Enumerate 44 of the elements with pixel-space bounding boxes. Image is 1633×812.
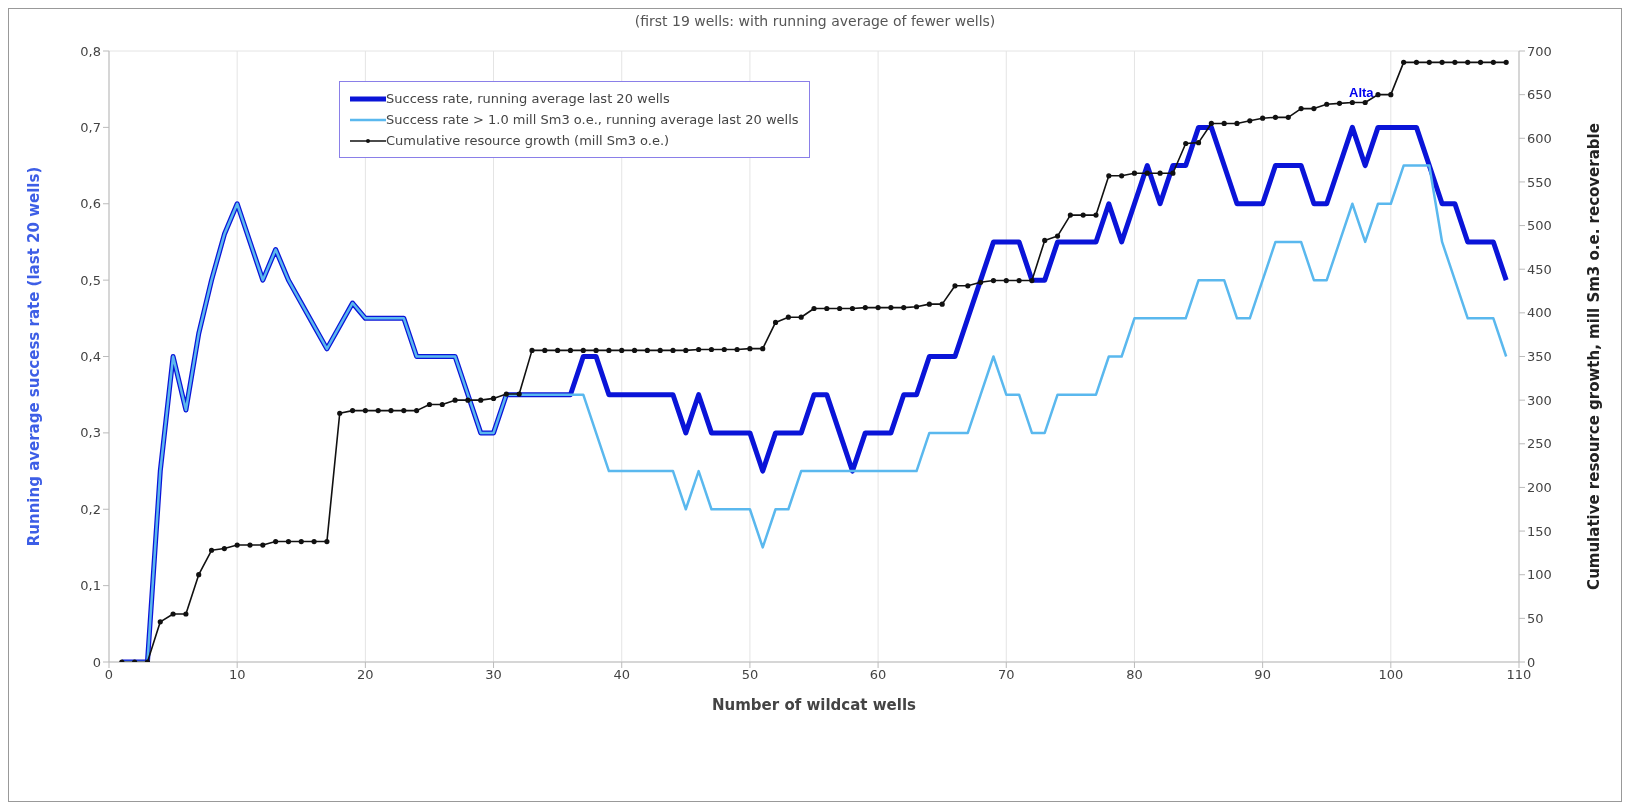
x-tick-label: 100 <box>1378 667 1404 683</box>
y2-tick-label: 350 <box>1527 349 1552 365</box>
x-tick-label: 10 <box>228 667 246 683</box>
y-tick-label: 0,7 <box>80 119 101 135</box>
chart-subtitle: (first 19 wells: with running average of fewer wells) <box>633 13 997 31</box>
y-tick-label: 0,8 <box>80 43 101 59</box>
y2-tick-label: 550 <box>1527 174 1552 190</box>
x-tick-label: 50 <box>741 667 759 683</box>
legend-label: Success rate, running average last 20 wells <box>386 91 670 106</box>
y2-tick-label: 50 <box>1527 610 1544 626</box>
y-tick-label: 0,4 <box>80 349 101 365</box>
y2-tick-label: 0 <box>1527 654 1536 670</box>
y-tick-label: 0,5 <box>80 272 101 288</box>
x-tick-label: 70 <box>998 667 1015 683</box>
x-tick-label: 0 <box>104 667 114 683</box>
x-tick-label: 110 <box>1506 667 1532 683</box>
x-tick-label: 80 <box>1126 667 1143 683</box>
y2-tick-label: 200 <box>1527 480 1552 496</box>
y-tick-label: 0,2 <box>80 501 101 517</box>
x-tick-label: 20 <box>357 667 374 683</box>
y-tick-label: 0 <box>92 654 101 670</box>
y-tick-label: 0,1 <box>80 578 101 594</box>
y2-tick-label: 600 <box>1527 130 1552 146</box>
x-tick-label: 40 <box>613 667 630 683</box>
x-tick-label: 30 <box>485 667 502 683</box>
y2-tick-label: 450 <box>1527 261 1552 277</box>
x-axis-title: Number of wildcat wells <box>712 696 917 714</box>
x-tick-label: 90 <box>1254 667 1271 683</box>
y-tick-label: 0,6 <box>80 196 101 212</box>
legend-label: Success rate > 1.0 mill Sm3 o.e., running average last 20 wells <box>386 112 799 127</box>
y2-tick-label: 650 <box>1527 87 1552 103</box>
y2-tick-label: 400 <box>1527 305 1552 321</box>
y2-tick-label: 500 <box>1527 218 1552 234</box>
y2-tick-label: 300 <box>1527 392 1552 408</box>
x-tick-label: 60 <box>869 667 887 683</box>
y-axis-title: Running average success rate (last 20 wells) <box>25 166 44 547</box>
y2-tick-label: 250 <box>1527 436 1552 452</box>
y2-tick-label: 100 <box>1527 567 1552 583</box>
y2-tick-label: 150 <box>1527 523 1552 539</box>
annotation: Alta <box>1349 85 1374 100</box>
y-tick-label: 0,3 <box>80 425 101 441</box>
legend-label: Cumulative resource growth (mill Sm3 o.e.) <box>386 133 670 148</box>
y2-axis-title: Cumulative resource growth, mill Sm3 o.e. recoverable <box>1585 123 1604 590</box>
y2-tick-label: 700 <box>1527 43 1552 59</box>
